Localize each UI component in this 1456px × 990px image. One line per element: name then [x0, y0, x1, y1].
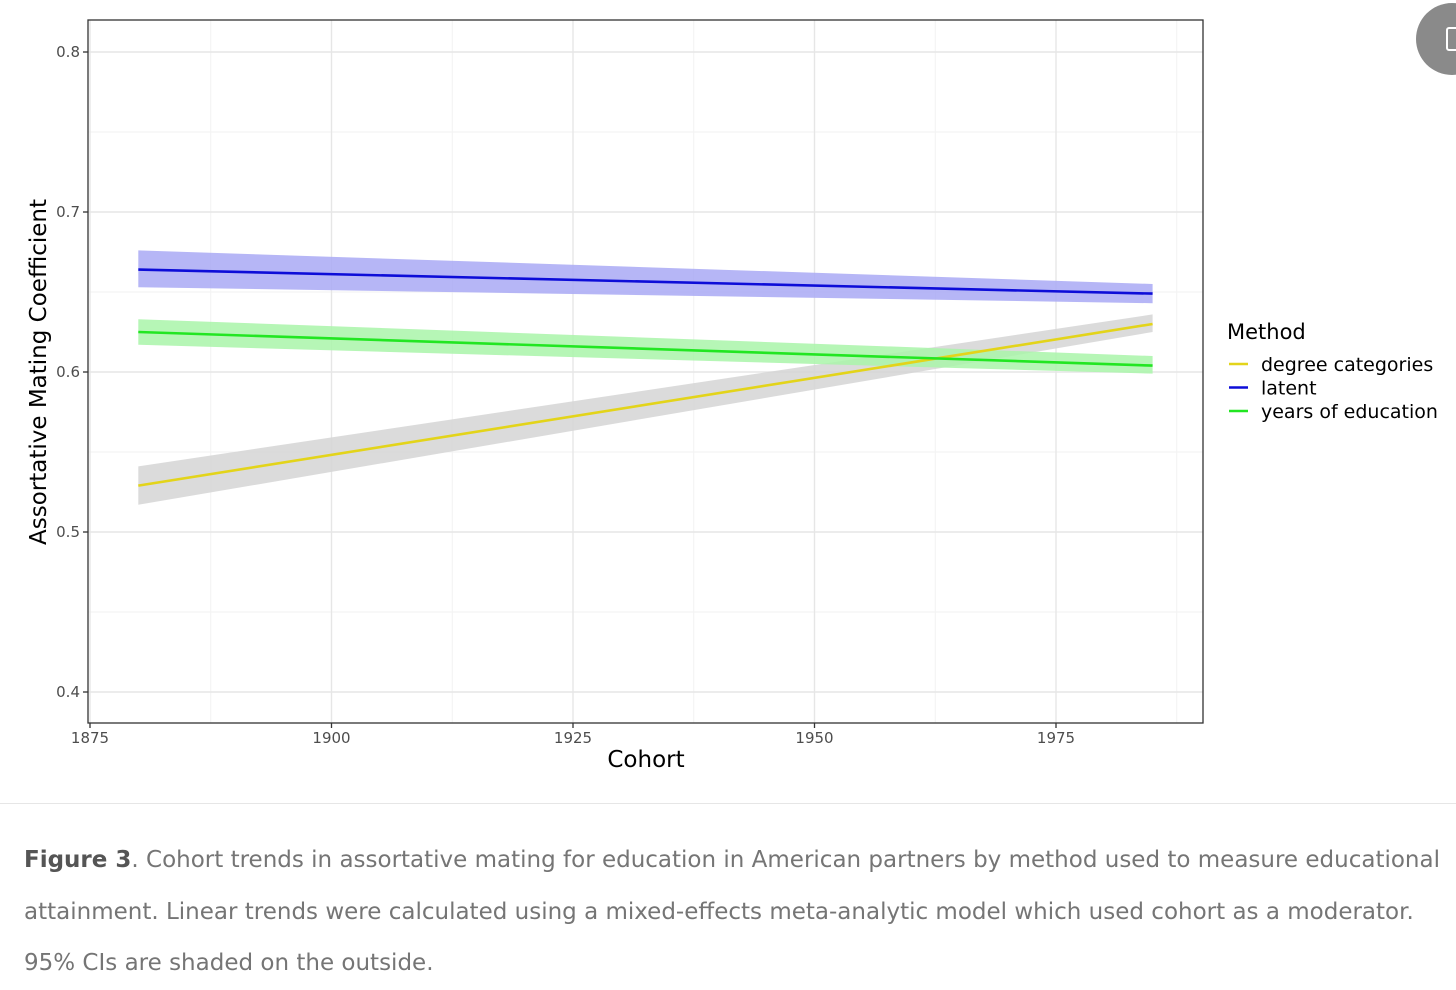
figure-caption: Figure 3. Cohort trends in assortative m… [24, 835, 1444, 990]
x-tick-label: 1925 [554, 729, 592, 747]
legend-label: latent [1261, 378, 1317, 400]
figure-label: Figure 3 [24, 847, 132, 873]
confidence-bands [138, 250, 1153, 505]
series-line [138, 268, 1153, 295]
x-tick-label: 1950 [795, 729, 833, 747]
divider [0, 803, 1456, 804]
grid-major [88, 20, 1203, 723]
legend-label: degree categories [1261, 354, 1433, 376]
x-axis-title: Cohort [607, 747, 684, 773]
x-tick-label: 1875 [71, 729, 109, 747]
x-tick-label: 1900 [312, 729, 350, 747]
y-axis-title: Assortative Mating Coefficient [26, 199, 52, 545]
series-line [138, 322, 1153, 487]
series-line [138, 330, 1153, 367]
chart: 0.4 0.5 0.6 0.7 0.8 1875 1900 1925 1950 1975 Coh… [26, 19, 1438, 773]
trend-lines [138, 268, 1153, 487]
y-tick-label: 0.6 [56, 363, 80, 381]
y-tick-label: 0.4 [56, 683, 80, 701]
y-tick-label: 0.7 [56, 203, 80, 221]
expand-image-icon [1446, 27, 1456, 51]
x-tick-label: 1975 [1037, 729, 1075, 747]
confidence-band [138, 250, 1153, 304]
y-tick-label: 0.5 [56, 523, 80, 541]
y-tick-label: 0.8 [56, 43, 80, 61]
legend-label: years of education [1261, 401, 1438, 423]
confidence-band [138, 319, 1153, 374]
caption-text: . Cohort trends in assortative mating fo… [24, 847, 1440, 976]
x-axis: 1875 1900 1925 1950 1975 [71, 723, 1075, 747]
y-axis: 0.4 0.5 0.6 0.7 0.8 [56, 43, 88, 701]
legend-title: Method [1227, 320, 1306, 344]
